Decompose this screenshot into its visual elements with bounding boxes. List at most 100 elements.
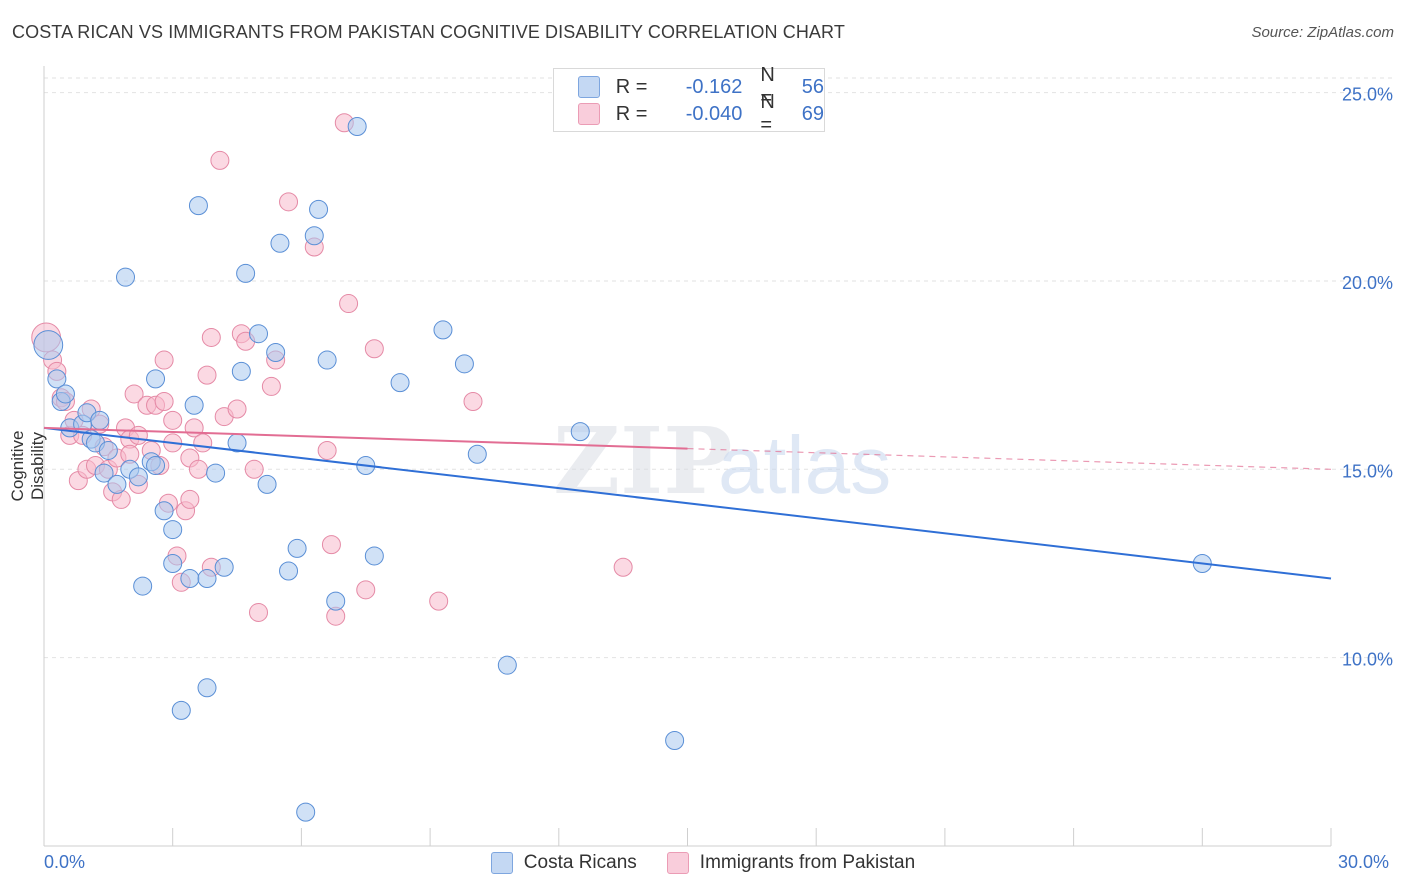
data-point <box>326 591 346 611</box>
data-point <box>210 150 230 170</box>
data-point <box>197 678 217 698</box>
data-point <box>433 320 453 340</box>
data-point <box>279 192 299 212</box>
trend-line <box>43 426 1332 580</box>
data-point <box>236 263 256 283</box>
y-axis-title: Cognitive Disability <box>8 430 47 502</box>
data-point <box>107 474 127 494</box>
data-point <box>497 655 517 675</box>
data-point <box>270 233 290 253</box>
legend-n-label: N = <box>760 64 775 109</box>
legend-n-value: 56 <box>801 75 824 98</box>
source-label: Source: ZipAtlas.com <box>1251 24 1394 41</box>
data-point <box>55 384 75 404</box>
data-point <box>321 535 341 555</box>
legend-row-pakistan: R = -0.040 N = 69 <box>578 91 824 136</box>
axes <box>43 66 1332 847</box>
data-point <box>193 433 213 453</box>
data-point <box>163 520 183 540</box>
data-point <box>188 459 208 479</box>
data-point <box>317 440 337 460</box>
data-point <box>154 350 174 370</box>
data-point <box>184 395 204 415</box>
legend-r-label: R = <box>615 102 648 125</box>
data-point <box>128 425 148 445</box>
data-point <box>347 117 367 137</box>
data-point <box>94 463 114 483</box>
data-point <box>180 569 200 589</box>
data-point <box>214 557 234 577</box>
data-point <box>257 474 277 494</box>
legend-n-value: 69 <box>801 102 824 125</box>
data-point <box>249 324 268 344</box>
data-point <box>244 459 264 479</box>
data-point <box>163 553 183 573</box>
data-point <box>90 410 110 430</box>
legend-row-costa: R = -0.162 N = 56 <box>578 64 824 109</box>
y-tick-label: 15.0% <box>1342 461 1393 481</box>
data-point <box>171 700 191 720</box>
data-point <box>154 501 174 521</box>
data-point <box>279 561 299 581</box>
data-point <box>197 365 217 385</box>
y-tick-label: 25.0% <box>1342 85 1393 105</box>
data-point <box>133 576 153 596</box>
data-point <box>47 369 67 389</box>
legend-r-label: R = <box>615 75 648 98</box>
data-point <box>201 327 221 347</box>
data-point <box>261 376 281 396</box>
legend-swatch-pakistan <box>578 103 600 125</box>
legend-item-costa: Costa Ricans <box>490 852 637 874</box>
series-pakistan-points <box>31 113 633 626</box>
data-point <box>154 391 174 411</box>
data-point <box>467 444 487 464</box>
data-point <box>454 354 474 374</box>
data-point <box>364 546 384 566</box>
legend-n-label: N = <box>760 91 775 136</box>
trend-lines <box>43 426 1332 580</box>
data-point <box>163 410 183 430</box>
legend-swatch-costa <box>490 852 513 874</box>
y-tick-labels: 10.0% 15.0% 20.0% 25.0% <box>1342 85 1393 670</box>
data-point <box>390 373 410 393</box>
trend-line <box>43 426 688 450</box>
data-point <box>146 456 166 476</box>
data-point <box>317 350 337 370</box>
data-point <box>304 226 324 246</box>
trend-line-extension <box>687 447 1332 470</box>
legend-r-value: -0.162 <box>685 75 743 98</box>
data-point <box>287 538 307 558</box>
y-tick-label: 10.0% <box>1342 650 1393 670</box>
data-point <box>116 267 136 287</box>
data-point <box>206 463 226 483</box>
data-point <box>128 467 148 487</box>
data-point <box>231 361 251 381</box>
data-point <box>188 196 208 216</box>
data-point <box>356 580 376 600</box>
legend-r-value: -0.040 <box>685 102 743 125</box>
data-point <box>249 602 268 622</box>
x-max-label: 30.0% <box>1338 852 1390 872</box>
legend-item-pakistan: Immigrants from Pakistan <box>666 852 916 874</box>
y-tick-label: 20.0% <box>1342 273 1393 293</box>
chart-title: COSTA RICAN VS IMMIGRANTS FROM PAKISTAN … <box>12 22 845 42</box>
data-point <box>197 569 217 589</box>
series-legend: Costa Ricans Immigrants from Pakistan <box>0 852 1406 874</box>
data-point <box>309 199 329 219</box>
legend-swatch-pakistan <box>666 852 689 874</box>
legend-swatch-costa <box>578 76 600 98</box>
legend-label-pakistan: Immigrants from Pakistan <box>699 852 916 873</box>
data-point <box>665 731 685 751</box>
data-point <box>124 384 144 404</box>
correlation-legend: R = -0.162 N = 56 R = -0.040 N = 69 <box>553 64 825 136</box>
legend-label-costa: Costa Ricans <box>523 852 637 873</box>
data-point <box>429 591 449 611</box>
data-point <box>227 399 247 419</box>
data-point <box>463 391 483 411</box>
series-costa-rican-points <box>33 117 1212 822</box>
data-point <box>266 343 286 363</box>
data-point <box>570 422 590 442</box>
data-point <box>180 489 200 509</box>
data-point <box>339 294 359 314</box>
